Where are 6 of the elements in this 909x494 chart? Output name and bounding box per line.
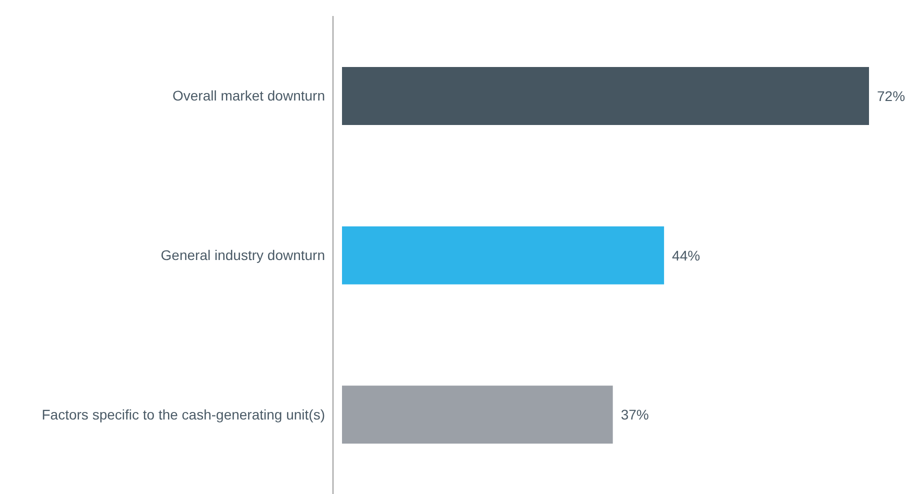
y-tick-label: Overall market downturn — [172, 88, 325, 104]
data-label: 44% — [672, 247, 700, 264]
y-tick-label: General industry downturn — [160, 246, 325, 263]
data-label: 37% — [620, 406, 649, 423]
y-tick-label: Factors specific to the cash-generating unit(s) — [42, 406, 325, 422]
data-label: 72% — [877, 88, 906, 104]
